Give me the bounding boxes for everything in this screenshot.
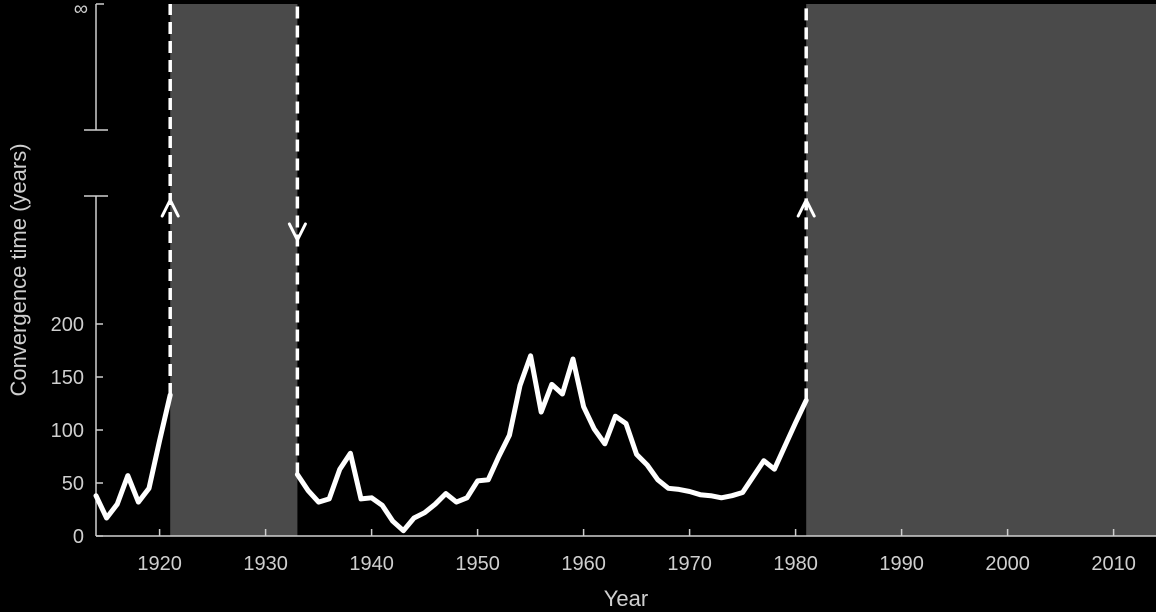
y-axis-label: Convergence time (years): [6, 143, 31, 396]
asymptote-arrow-2: [287, 222, 307, 242]
x-tick-label-1970: 1970: [667, 553, 712, 575]
asymptote-lines: [160, 4, 816, 475]
y-tick-label-150: 150: [51, 367, 84, 389]
x-tick-label-1940: 1940: [349, 553, 394, 575]
y-tick-label-0: 0: [73, 526, 84, 548]
y-tick-label-50: 50: [62, 473, 84, 495]
x-tick-label-1920: 1920: [137, 553, 182, 575]
divergent-regions: [170, 4, 1156, 536]
series-line-1: [93, 392, 173, 521]
y-tick-label-200: 200: [51, 314, 84, 336]
y-tick-label-100: 100: [51, 420, 84, 442]
divergent-region-2: [806, 4, 1156, 536]
axes: ∞ 0 50 100 150 200 1920 1930 1940 1950 1960 1970 198…: [51, 0, 1156, 575]
y-tick-label-infinity: ∞: [74, 0, 88, 20]
x-tick-label-2000: 2000: [985, 553, 1030, 575]
asymptote-arrow-3: [796, 198, 816, 218]
series-line-2: [294, 353, 809, 534]
series-lines: [93, 353, 809, 534]
x-tick-label-1980: 1980: [773, 553, 818, 575]
divergent-region-1: [170, 4, 298, 536]
asymptote-arrow-1: [160, 198, 180, 218]
x-tick-label-1950: 1950: [455, 553, 500, 575]
x-tick-label-1990: 1990: [879, 553, 924, 575]
x-axis-label: Year: [604, 586, 648, 611]
x-tick-label-2010: 2010: [1091, 553, 1136, 575]
x-tick-label-1930: 1930: [243, 553, 288, 575]
x-tick-label-1960: 1960: [561, 553, 606, 575]
